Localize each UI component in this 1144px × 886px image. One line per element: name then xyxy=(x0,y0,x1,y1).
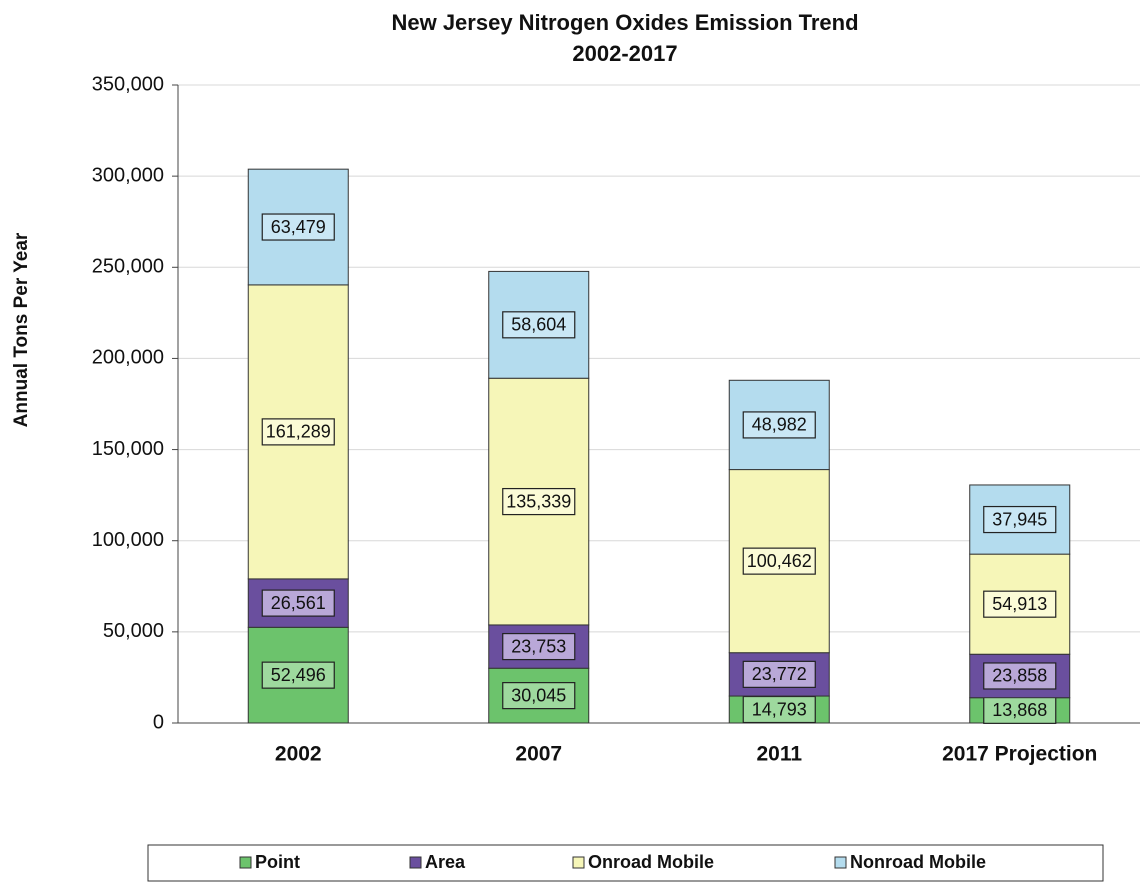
data-label: 161,289 xyxy=(266,422,331,442)
legend-label: Nonroad Mobile xyxy=(850,852,986,872)
data-label: 135,339 xyxy=(506,491,571,511)
data-label: 14,793 xyxy=(752,699,807,719)
y-tick-label: 250,000 xyxy=(92,256,164,278)
data-label-box xyxy=(261,661,335,689)
data-label: 26,561 xyxy=(271,593,326,613)
y-tick-label: 350,000 xyxy=(92,73,164,95)
legend-swatch xyxy=(409,856,422,869)
data-label-box xyxy=(742,547,816,575)
legend-swatch xyxy=(572,856,585,869)
y-tick-label: 50,000 xyxy=(103,620,164,642)
data-label-box xyxy=(261,213,335,241)
legend-box xyxy=(147,844,1104,882)
data-label-box xyxy=(983,505,1057,534)
x-tick-label: 2011 xyxy=(756,743,802,766)
data-label-box xyxy=(742,411,816,439)
legend-label: Onroad Mobile xyxy=(588,852,714,872)
data-label-box xyxy=(261,589,335,617)
x-tick-label: 2007 xyxy=(515,743,562,766)
y-tick-label: 200,000 xyxy=(92,347,164,369)
y-tick-label: 100,000 xyxy=(92,529,164,551)
data-label-box xyxy=(742,660,816,688)
data-label: 100,462 xyxy=(747,551,812,571)
data-label: 30,045 xyxy=(511,685,566,705)
data-label-box xyxy=(502,487,576,516)
legend-label: Area xyxy=(425,852,466,872)
data-label: 23,772 xyxy=(752,664,807,684)
legend-swatch xyxy=(239,856,252,869)
y-tick-label: 300,000 xyxy=(92,164,164,186)
data-label-box xyxy=(502,682,576,710)
data-label-box xyxy=(983,662,1057,690)
x-tick-label: 2002 xyxy=(275,743,322,766)
y-tick-label: 150,000 xyxy=(92,438,164,460)
data-label: 58,604 xyxy=(511,315,566,335)
data-label-box xyxy=(983,590,1057,618)
chart-subtitle: 2002-2017 xyxy=(572,41,677,66)
data-label-box xyxy=(502,632,576,661)
legend-swatch xyxy=(834,856,847,869)
data-label: 63,479 xyxy=(271,217,326,237)
x-tick-label: 2017 Projection xyxy=(942,743,1097,766)
data-label: 13,868 xyxy=(992,700,1047,720)
data-label: 23,753 xyxy=(511,636,566,656)
y-axis-title: Annual Tons Per Year xyxy=(11,232,32,427)
data-label: 52,496 xyxy=(271,665,326,685)
data-label-box xyxy=(983,696,1057,724)
data-label: 48,982 xyxy=(752,415,807,435)
legend-label: Point xyxy=(255,852,300,872)
y-tick-label: 0 xyxy=(153,711,164,733)
data-label-box xyxy=(261,418,335,446)
data-label: 37,945 xyxy=(992,509,1047,529)
chart-title: New Jersey Nitrogen Oxides Emission Tren… xyxy=(391,10,858,35)
data-label-box xyxy=(502,311,576,339)
data-label-box xyxy=(742,695,816,724)
data-label: 54,913 xyxy=(992,594,1047,614)
data-label: 23,858 xyxy=(992,666,1047,686)
